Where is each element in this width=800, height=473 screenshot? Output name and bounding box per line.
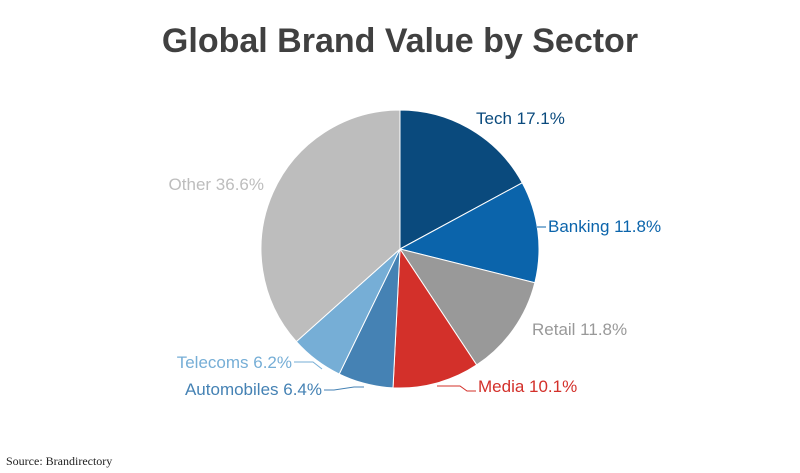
slice-label-other: Other 36.6% — [169, 175, 264, 194]
source-note: Source: Brandirectory — [6, 454, 113, 468]
slice-label-automobiles: Automobiles 6.4% — [185, 380, 322, 399]
pie-slices — [260, 109, 540, 389]
pie-slice-retail — [398, 248, 536, 366]
slice-label-telecoms: Telecoms 6.2% — [177, 353, 292, 372]
slice-label-retail: Retail 11.8% — [532, 320, 627, 339]
pie-slice-tech — [399, 109, 523, 250]
slice-label-banking: Banking 11.8% — [548, 217, 661, 236]
chart-title: Global Brand Value by Sector — [161, 22, 639, 60]
pie-slice-banking — [398, 182, 540, 284]
leader-line-automobiles — [324, 386, 364, 391]
slice-labels: Tech 17.1% Banking 11.8% Retail 11.8% Media… — [169, 109, 662, 399]
slice-label-media: Media 10.1% — [478, 377, 577, 396]
pie-slice-other — [260, 109, 401, 343]
leader-lines — [294, 226, 546, 392]
leader-line-media — [437, 385, 476, 392]
pie-slice-media — [392, 247, 478, 389]
leader-line-telecoms — [294, 361, 323, 370]
slice-label-tech: Tech 17.1% — [476, 109, 565, 128]
